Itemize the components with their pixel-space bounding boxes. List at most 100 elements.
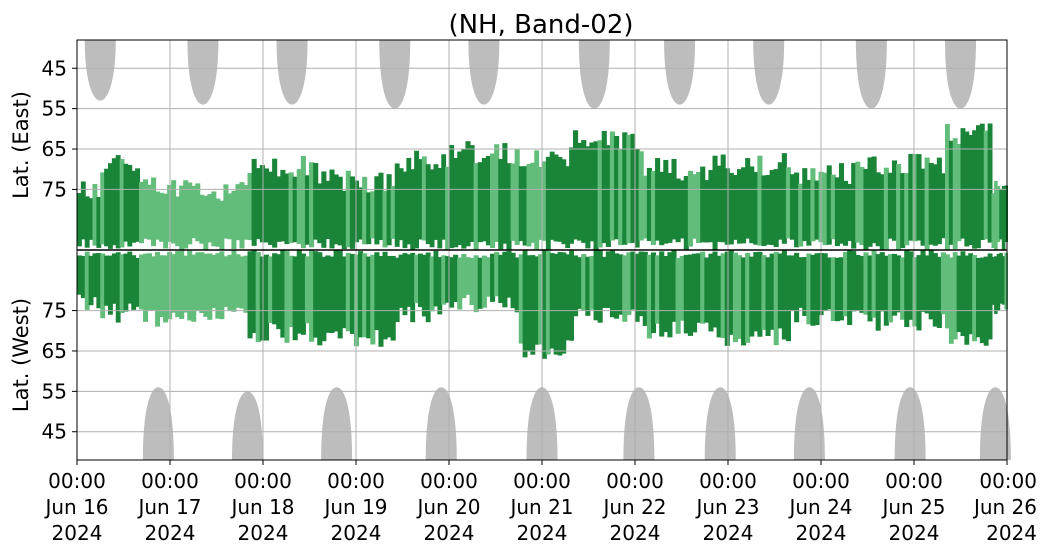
activity-west-8-8 [605,251,611,308]
activity-east-2-12 [187,182,193,245]
activity-east-9-3 [655,158,661,241]
activity-east-2-26 [243,185,249,240]
activity-east-5-1 [398,168,404,241]
shade-west-0 [142,387,174,460]
activity-east-1-3 [111,158,117,246]
activity-west-6-2 [457,257,463,310]
x-tick-label-1-1: Jun 17 [136,495,201,519]
activity-west-10-1 [716,255,722,338]
activity-west-10-14 [769,253,775,330]
activity-west-3-4 [263,254,270,341]
activity-west-7-0 [518,254,524,344]
activity-west-7-5 [538,254,543,345]
activity-east-6-10 [490,153,496,249]
activity-east-1-6 [123,163,129,242]
x-tick-label-7-2: 2024 [703,521,754,545]
activity-west-9-6 [667,252,673,338]
y-tick-labels: 45 55 65 75 75 65 55 45 [42,56,77,444]
activity-east-0-0 [77,193,82,247]
activity-west-13-1 [948,257,954,344]
activity-east-9-10 [683,175,689,250]
activity-east-10-1 [716,165,722,242]
activity-west-9-3 [655,255,661,324]
activity-west-3-9 [284,250,290,343]
activity-west-9-15 [704,257,710,323]
activity-west-5-13 [445,256,450,303]
activity-west-11-16 [855,255,861,311]
activity-west-8-5 [593,250,599,321]
activity-east-5-4 [410,169,416,250]
activity-west-3-13 [300,253,306,335]
activity-east-6-7 [477,162,483,243]
activity-east-4-10 [358,187,364,240]
activity-east-10-5 [732,175,738,240]
shade-east-0 [84,40,116,101]
activity-east-6-12 [498,158,504,250]
activity-west-11-9 [826,257,832,310]
activity-east-10-15 [773,169,779,248]
activity-west-2-1 [143,253,149,322]
activity-west-7-6 [542,250,547,359]
activity-west-12-12 [916,255,922,331]
activity-east-9-9 [679,180,685,239]
activity-west-6-9 [485,257,492,297]
shade-west-1 [232,391,263,460]
activity-west-9-5 [663,256,669,333]
activity-west-6-12 [498,254,504,304]
activity-west-9-1 [646,254,652,339]
activity-west-1-7 [127,251,133,304]
activity-east-12-10 [908,153,914,241]
activity-west-6-6 [473,255,479,313]
activity-west-14-5 [1004,252,1008,310]
activity-west-1-0 [100,253,106,319]
activity-west-4-12 [366,256,372,339]
activity-west-8-11 [618,254,624,315]
y-tick-label-east-3: 75 [42,177,67,201]
x-tick-label-2-0: 00:00 [234,469,292,493]
x-tick-label-10-0: 00:00 [979,469,1037,493]
activity-east-7-8 [549,151,555,240]
activity-east-12-1 [871,156,877,244]
activity-east-4-8 [349,176,355,249]
x-tick-label-3-2: 2024 [331,521,382,545]
activity-east-8-15 [634,149,640,248]
activity-east-13-6 [968,134,974,246]
activity-west-5-3 [406,254,412,307]
activity-west-0-5 [96,253,102,309]
activity-west-12-16 [932,253,938,327]
activity-west-1-2 [108,255,113,315]
activity-east-7-6 [542,161,547,241]
activity-west-8-16 [638,251,644,317]
activity-west-7-8 [549,253,555,349]
activity-west-13-8 [976,257,981,338]
activity-east-5-12 [441,154,447,240]
x-tick-label-9-2: 2024 [889,521,940,545]
activity-east-4-18 [390,185,396,239]
activity-east-8-6 [597,140,603,248]
activity-east-14-0 [991,193,996,248]
activity-east-6-14 [506,163,512,250]
activity-west-4-18 [390,255,396,341]
activity-west-6-14 [506,250,512,298]
activity-west-1-4 [115,252,121,323]
activity-west-4-15 [378,256,384,347]
activity-west-10-2 [720,253,726,339]
x-tick-label-3-1: Jun 19 [322,495,387,519]
activity-west-12-4 [883,255,889,326]
activity-west-2-25 [239,256,245,309]
activity-west-8-10 [614,253,620,319]
activity-west-3-15 [309,250,315,342]
activity-west-7-2 [526,255,532,352]
activity-east-7-1 [522,166,528,246]
activity-east-6-13 [502,143,508,244]
activity-west-2-9 [175,251,181,318]
activity-west-3-3 [259,256,265,341]
activity-west-10-9 [749,256,755,337]
shade-west-8 [894,387,926,460]
activity-east-0-5 [96,196,102,248]
activity-west-10-4 [728,250,734,335]
activity-west-6-4 [465,257,471,295]
activity-west-13-7 [972,255,977,342]
